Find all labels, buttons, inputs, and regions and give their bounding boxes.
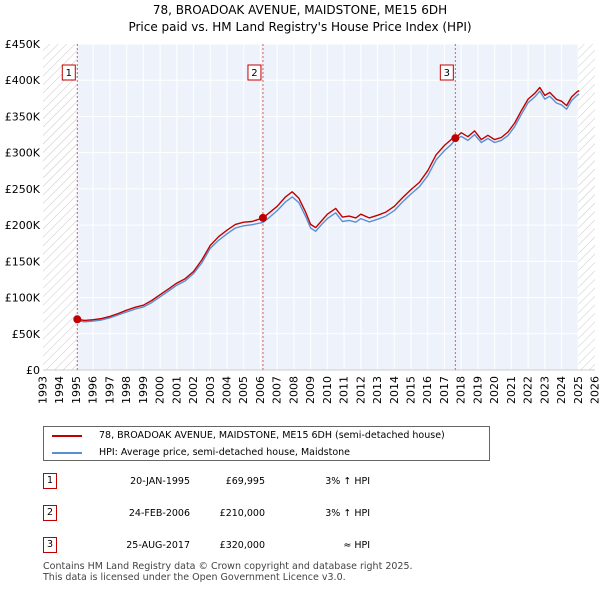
footer-copyright: Contains HM Land Registry data © Crown c… (43, 561, 413, 572)
x-tick-label: 2003 (204, 376, 217, 404)
y-tick-label: £0 (26, 364, 40, 377)
sale-marker-label: 1 (66, 68, 72, 79)
x-tick-label: 2001 (170, 376, 183, 404)
x-tick-label: 1994 (53, 376, 66, 404)
sale-row: 2 24-FEB-2006 £210,000 3% ↑ HPI (0, 505, 600, 523)
chart-legend: 78, BROADOAK AVENUE, MAIDSTONE, ME15 6DH… (43, 426, 490, 461)
sale-marker-box (439, 64, 454, 81)
sale-hpi-comparison: ≈ HPI (343, 540, 370, 551)
legend-label-hpi: HPI: Average price, semi-detached house,… (99, 447, 351, 458)
x-tick-label: 2022 (522, 376, 535, 404)
x-tick-label: 2024 (555, 376, 568, 404)
sale-date: 25-AUG-2017 (126, 540, 190, 551)
y-tick-label: £350K (5, 110, 41, 123)
sale-number-badge: 3 (43, 537, 57, 553)
x-tick-label: 2026 (589, 376, 600, 404)
chart-subtitle: Price paid vs. HM Land Registry's House … (128, 20, 472, 34)
x-tick-label: 2000 (154, 376, 167, 404)
x-tick-label: 2020 (488, 376, 501, 404)
x-tick-label: 2010 (321, 376, 334, 404)
property-price-line (77, 86, 580, 322)
x-tick-label: 2008 (287, 376, 300, 404)
x-tick-label: 2004 (221, 376, 234, 404)
x-tick-label: 1993 (37, 376, 50, 404)
x-tick-label: 2011 (338, 376, 351, 404)
sale-date: 20-JAN-1995 (130, 476, 190, 487)
legend-label-property: 78, BROADOAK AVENUE, MAIDSTONE, ME15 6DH… (99, 430, 445, 441)
sale-marker-label: 2 (251, 68, 257, 79)
sale-price: £210,000 (219, 508, 265, 519)
legend-swatch-property (52, 435, 82, 437)
x-tick-label: 1999 (137, 376, 150, 404)
x-tick-label: 1996 (87, 376, 100, 404)
sale-row: 3 25-AUG-2017 £320,000 ≈ HPI (0, 537, 600, 555)
x-tick-label: 2015 (405, 376, 418, 404)
x-tick-label: 2021 (505, 376, 518, 404)
y-tick-label: £50K (12, 328, 41, 341)
hatched-region-pattern (43, 44, 78, 370)
x-tick-label: 2012 (354, 376, 367, 404)
x-tick-label: 2009 (304, 376, 317, 404)
legend-swatch-hpi (52, 452, 82, 454)
x-tick-label: 1995 (70, 376, 83, 404)
x-tick-label: 2018 (455, 376, 468, 404)
x-tick-label: 1997 (103, 376, 116, 404)
x-tick-label: 2006 (254, 376, 267, 404)
x-tick-label: 2019 (471, 376, 484, 404)
x-tick-label: 2002 (187, 376, 200, 404)
y-tick-label: £100K (5, 292, 41, 305)
y-tick-label: £300K (5, 147, 41, 160)
sale-hpi-comparison: 3% ↑ HPI (325, 476, 370, 487)
y-tick-label: £400K (5, 74, 41, 87)
price-chart: 1993 1994 1995 1996 1997 1998 1999 2000 2001 2002… (5, 38, 600, 404)
sale-marker-box (247, 64, 262, 81)
sale-point (451, 134, 460, 143)
y-tick-label: £150K (5, 255, 41, 268)
x-tick-label: 2017 (438, 376, 451, 404)
y-tick-label: £450K (5, 38, 41, 51)
sale-price: £69,995 (225, 476, 265, 487)
sale-hpi-comparison: 3% ↑ HPI (325, 508, 370, 519)
footer-license: This data is licensed under the Open Gov… (43, 572, 346, 583)
x-tick-label: 2023 (538, 376, 551, 404)
plot-area (43, 44, 595, 370)
x-tick-label: 1998 (120, 376, 133, 404)
sale-price: £320,000 (219, 540, 265, 551)
sale-number-badge: 2 (43, 505, 57, 521)
y-tick-label: £250K (5, 183, 41, 196)
sale-marker-box (61, 64, 76, 81)
sale-number-badge: 1 (43, 473, 57, 489)
sale-point (73, 315, 82, 324)
x-tick-label: 2025 (572, 376, 585, 404)
x-tick-label: 2013 (371, 376, 384, 404)
sale-marker-label: 3 (444, 68, 450, 79)
x-tick-label: 2016 (421, 376, 434, 404)
sale-date: 24-FEB-2006 (128, 508, 190, 519)
y-tick-label: £200K (5, 219, 41, 232)
x-tick-label: 2014 (388, 376, 401, 404)
x-tick-label: 2007 (271, 376, 284, 404)
chart-title: 78, BROADOAK AVENUE, MAIDSTONE, ME15 6DH (152, 3, 448, 17)
hatched-region-pattern (578, 44, 595, 370)
sale-point (258, 213, 267, 222)
hpi-line (77, 90, 580, 323)
x-tick-label: 2005 (237, 376, 250, 404)
sale-row: 1 20-JAN-1995 £69,995 3% ↑ HPI (0, 473, 600, 491)
